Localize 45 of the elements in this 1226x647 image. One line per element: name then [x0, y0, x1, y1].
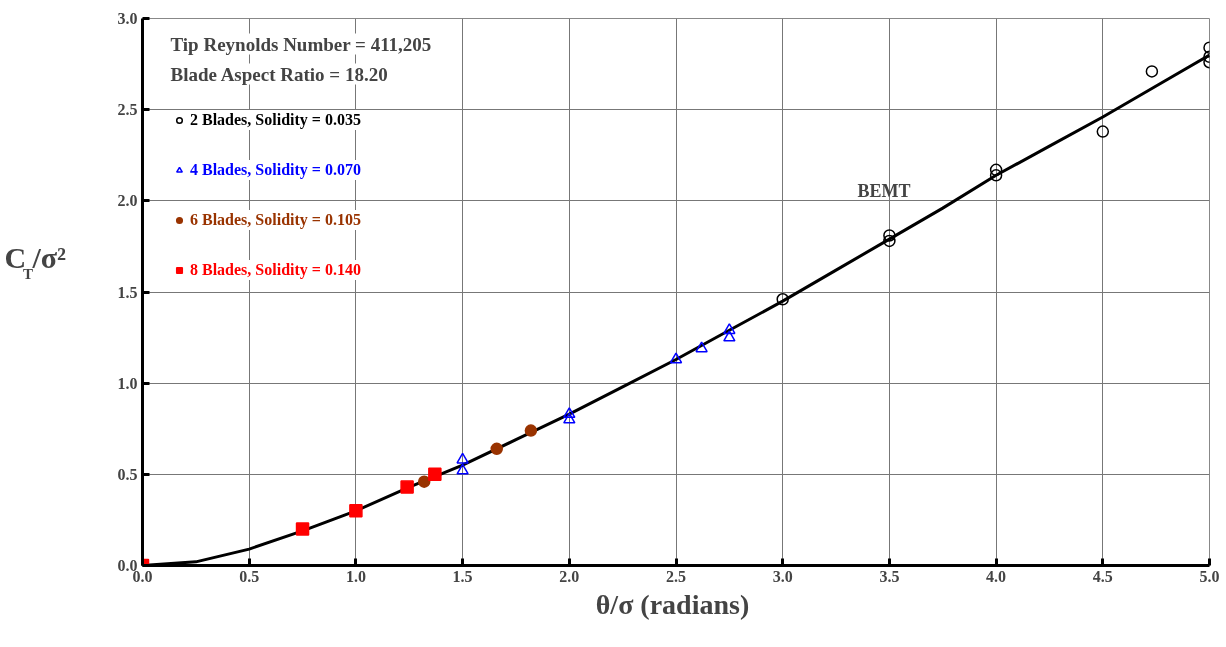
point [417, 475, 431, 488]
point [349, 504, 363, 518]
point [1145, 65, 1159, 78]
y-tick-label: 3.0 [117, 10, 138, 27]
y-tick-label: 0.5 [117, 465, 138, 483]
point [669, 352, 683, 364]
y-tick-label: 2.0 [117, 192, 138, 210]
legend-label: 8 Blades, Solidity = 0.140 [190, 261, 361, 279]
x-tick-label: 4.0 [986, 567, 1007, 585]
y-tick-label: 1.0 [117, 374, 138, 392]
x-tick-label: 0.5 [239, 567, 260, 585]
x-tick-label: 1.5 [452, 567, 473, 585]
legend-label: 6 Blades, Solidity = 0.105 [190, 211, 361, 229]
point [723, 330, 736, 342]
point [295, 522, 310, 536]
point [563, 412, 576, 424]
point [723, 323, 736, 335]
point [883, 234, 896, 248]
point [883, 229, 896, 242]
point [776, 293, 789, 306]
x-tick-label: 3.0 [772, 567, 793, 585]
y-tick-label: 2.5 [117, 101, 138, 119]
x-tick-label: 3.5 [879, 567, 900, 585]
point [490, 442, 503, 456]
annotation: Blade Aspect Ratio = 18.20 [170, 63, 388, 85]
point [400, 480, 414, 494]
x-tick-label: 4.5 [1092, 567, 1113, 585]
point [695, 341, 708, 353]
point [456, 463, 469, 475]
x-axis-title: θ/σ (radians) [595, 588, 750, 620]
x-tick-label: 5.0 [1199, 567, 1220, 585]
point [456, 452, 469, 464]
legend-label: 2 Blades, Solidity = 0.035 [190, 111, 361, 129]
point [524, 424, 538, 437]
point [428, 467, 442, 482]
legend-label: 4 Blades, Solidity = 0.070 [190, 161, 361, 179]
y-tick-label: 1.5 [117, 283, 138, 301]
annotation: Tip Reynolds Number = 411,205 [170, 33, 432, 55]
x-tick-label: 2.5 [666, 567, 686, 585]
x-tick-label: 2.0 [559, 567, 580, 585]
point [1096, 125, 1110, 138]
x-tick-label: 1.0 [345, 567, 366, 585]
point [989, 163, 1003, 177]
point [989, 169, 1003, 182]
point [563, 407, 576, 419]
